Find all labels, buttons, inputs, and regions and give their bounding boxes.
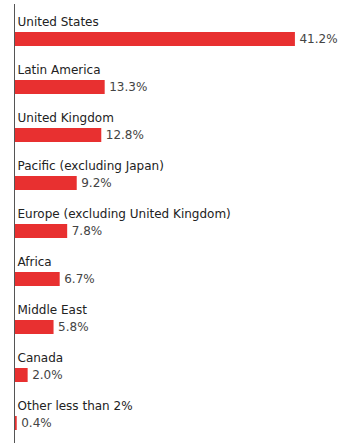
svg-text:Africa: Africa — [18, 255, 52, 269]
svg-text:6.7%: 6.7% — [64, 272, 95, 286]
svg-text:United States: United States — [18, 15, 99, 29]
svg-text:12.8%: 12.8% — [106, 128, 144, 142]
svg-text:5.8%: 5.8% — [58, 320, 89, 334]
svg-text:2.0%: 2.0% — [32, 368, 63, 382]
svg-text:United Kingdom: United Kingdom — [18, 111, 114, 125]
svg-text:Latin America: Latin America — [18, 63, 101, 77]
svg-text:41.2%: 41.2% — [299, 32, 337, 46]
svg-text:Middle East: Middle East — [18, 303, 88, 317]
svg-text:Canada: Canada — [18, 351, 64, 365]
svg-text:9.2%: 9.2% — [81, 176, 112, 190]
svg-text:13.3%: 13.3% — [109, 80, 147, 94]
svg-text:Other less than 2%: Other less than 2% — [18, 399, 133, 413]
svg-text:0.4%: 0.4% — [21, 416, 52, 430]
svg-text:Europe (excluding United Kingd: Europe (excluding United Kingdom) — [18, 207, 231, 221]
svg-text:7.8%: 7.8% — [72, 224, 103, 238]
svg-text:Pacific (excluding Japan): Pacific (excluding Japan) — [18, 159, 164, 173]
